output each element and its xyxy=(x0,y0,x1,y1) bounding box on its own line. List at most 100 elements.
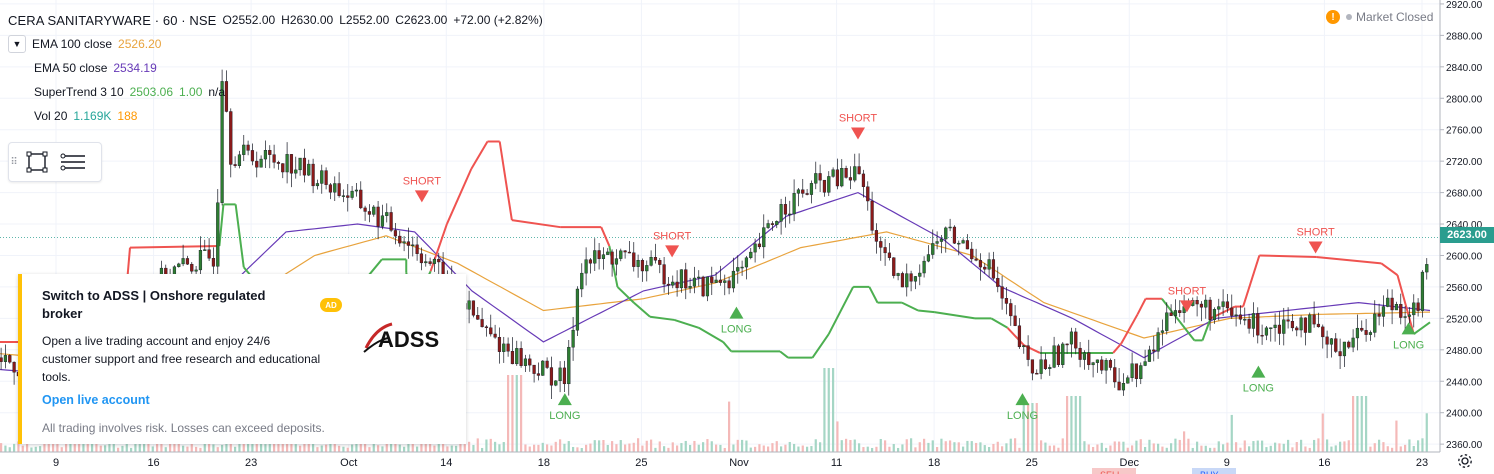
adss-logo[interactable]: ADSS xyxy=(362,318,458,358)
candle-body xyxy=(1095,359,1100,363)
volume-bar xyxy=(680,443,683,452)
lines-tool-icon[interactable] xyxy=(55,147,91,177)
volume-bar xyxy=(1313,439,1316,452)
candle-body xyxy=(1277,324,1282,334)
candle-body xyxy=(948,226,952,229)
volume-bar xyxy=(138,443,141,452)
ad-card[interactable]: Switch to ADSS | Onshore regulated broke… xyxy=(18,274,466,444)
candle-body xyxy=(0,357,3,362)
candle-body xyxy=(1204,299,1208,308)
time-tick-label: 18 xyxy=(538,457,550,469)
volume-bar xyxy=(1213,447,1216,452)
volume-bar xyxy=(385,440,388,452)
volume-bar xyxy=(511,375,514,452)
rectangle-tool-icon[interactable] xyxy=(19,147,55,177)
price-tick-label: 2600.00 xyxy=(1446,251,1483,262)
volume-bar xyxy=(1187,438,1190,452)
volume-bar xyxy=(983,445,986,452)
volume-bar xyxy=(112,440,115,452)
volume-bar xyxy=(472,444,475,452)
volume-ma-value: 188 xyxy=(117,109,138,123)
candle-body xyxy=(1091,362,1095,366)
candle-body xyxy=(1152,349,1156,352)
volume-bar xyxy=(160,439,163,452)
drawing-toolbox[interactable]: ⠿ xyxy=(8,142,102,182)
volume-bar xyxy=(962,446,965,452)
volume-bar xyxy=(156,441,159,452)
candle-body xyxy=(406,241,411,246)
volume-bar xyxy=(416,446,419,452)
candle-body xyxy=(1004,298,1009,304)
candle-body xyxy=(991,259,996,279)
gear-icon[interactable] xyxy=(1456,452,1474,470)
warning-icon[interactable]: ! xyxy=(1326,10,1340,24)
candle-body xyxy=(415,244,419,254)
candle-body xyxy=(1412,302,1416,316)
volume-bar xyxy=(338,445,341,452)
volume-bar xyxy=(329,440,332,452)
candle-body xyxy=(957,242,961,245)
supertrend-segment xyxy=(129,245,220,249)
volume-bar xyxy=(940,438,943,452)
ohlc-open: O2552.00 xyxy=(222,13,276,27)
volume-bar xyxy=(658,441,661,452)
volume-bar xyxy=(905,439,908,452)
volume-bar xyxy=(1287,439,1290,452)
volume-bar xyxy=(563,443,566,452)
volume-bar xyxy=(394,438,397,452)
price-tick-label: 2680.00 xyxy=(1446,189,1483,200)
volume-bar xyxy=(598,440,601,452)
candle-body xyxy=(1212,309,1217,320)
candle-body xyxy=(220,81,224,203)
candle-body xyxy=(653,256,658,261)
volume-bar xyxy=(762,445,765,452)
candle-body xyxy=(302,157,307,176)
ad-title[interactable]: Switch to ADSS | Onshore regulated broke… xyxy=(42,288,266,321)
ema100-row[interactable]: ▼ EMA 100 close 2526.20 xyxy=(8,32,549,56)
short-arrow xyxy=(851,127,865,140)
volume-bar xyxy=(403,446,406,452)
candle-body xyxy=(1130,363,1134,378)
volume-row[interactable]: Vol 20 1.169K 188 xyxy=(8,104,549,128)
ad-badge: AD xyxy=(320,298,342,312)
volume-bar xyxy=(797,446,800,452)
candle-body xyxy=(3,355,8,362)
market-status[interactable]: ! Market Closed xyxy=(1326,10,1433,24)
candle-body xyxy=(822,179,827,193)
long-label: LONG xyxy=(1007,410,1038,422)
candle-body xyxy=(233,164,237,166)
supertrend-segment xyxy=(633,301,651,318)
volume-bar xyxy=(559,439,562,452)
supertrend-segment xyxy=(470,140,489,170)
supertrend-row[interactable]: SuperTrend 3 10 2503.06 1.00 n/a xyxy=(8,80,549,104)
volume-bar xyxy=(502,442,505,452)
candle-body xyxy=(1308,314,1312,333)
candle-body xyxy=(731,270,736,289)
candle-body xyxy=(268,150,272,155)
volume-bar xyxy=(736,439,739,452)
volume-bar xyxy=(34,446,37,452)
candle-body xyxy=(1316,323,1321,328)
candle-body xyxy=(263,150,268,160)
volume-bar xyxy=(47,438,50,452)
volume-bar xyxy=(1022,403,1025,452)
candle-body xyxy=(367,211,372,215)
volume-bar xyxy=(203,440,206,452)
volume-bar xyxy=(1226,442,1229,452)
volume-bar xyxy=(702,442,705,452)
volume-bar xyxy=(1057,447,1060,452)
candle-body xyxy=(801,189,805,194)
chevron-down-icon[interactable]: ▼ xyxy=(8,35,26,53)
volume-bar xyxy=(1269,445,1272,452)
open-live-account-link[interactable]: Open live account xyxy=(42,393,150,407)
candle-body xyxy=(1208,299,1212,320)
drag-handle-icon[interactable]: ⠿ xyxy=(10,156,18,168)
ema50-row[interactable]: EMA 50 close 2534.19 xyxy=(8,56,549,80)
candle-body xyxy=(354,189,359,192)
volume-bar xyxy=(741,439,744,452)
volume-bar xyxy=(433,445,436,452)
volume-bar xyxy=(78,443,81,452)
candle-body xyxy=(285,154,289,173)
candle-body xyxy=(1143,361,1147,366)
candle-body xyxy=(1386,297,1390,307)
